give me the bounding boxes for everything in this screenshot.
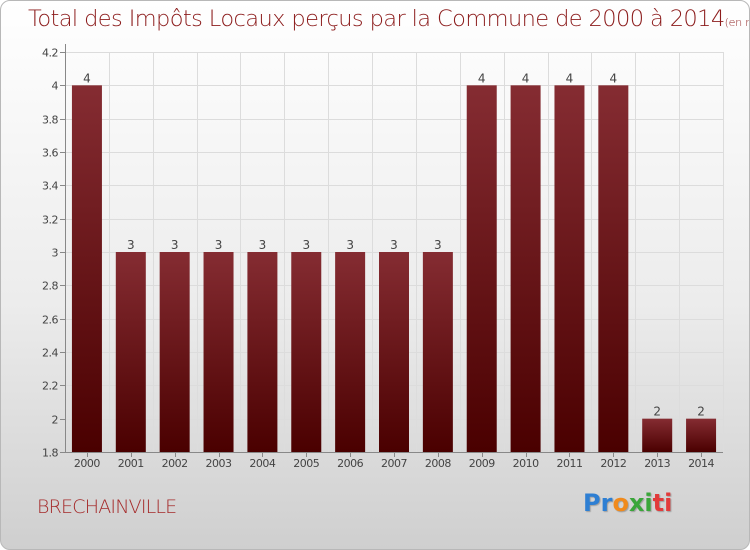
x-tick-label: 2009 bbox=[469, 457, 495, 470]
x-tick-label: 2008 bbox=[425, 457, 451, 470]
logo-letter: x bbox=[628, 489, 645, 517]
y-tick-label: 1.8 bbox=[42, 447, 58, 460]
chart-subtitle: (en milliers d'€) bbox=[724, 16, 749, 29]
y-tick-label: 2.6 bbox=[42, 314, 58, 327]
bar bbox=[686, 418, 717, 452]
y-tick-label: 2.2 bbox=[42, 380, 58, 393]
data-label: 4 bbox=[610, 71, 618, 85]
bar bbox=[466, 85, 497, 452]
commune-name: BRECHAINVILLE bbox=[37, 496, 177, 518]
y-tick-label: 3.2 bbox=[42, 214, 58, 227]
y-tick-label: 2.4 bbox=[42, 347, 58, 360]
bars bbox=[71, 85, 717, 452]
data-label: 3 bbox=[171, 238, 179, 252]
y-tick-label: 4.2 bbox=[42, 47, 58, 60]
data-label: 3 bbox=[302, 238, 310, 252]
proxiti-logo[interactable]: Proxiti bbox=[583, 489, 672, 517]
data-label: 3 bbox=[346, 238, 354, 252]
x-tick-label: 2007 bbox=[381, 457, 407, 470]
bar bbox=[115, 252, 146, 452]
logo-letter: t bbox=[652, 489, 665, 517]
axes bbox=[60, 44, 723, 457]
logo-letter: i bbox=[644, 489, 653, 517]
y-tick-label: 3.4 bbox=[42, 180, 58, 193]
x-tick-label: 2006 bbox=[337, 457, 363, 470]
data-label: 3 bbox=[215, 238, 223, 252]
bar bbox=[554, 85, 585, 452]
data-label: 2 bbox=[697, 405, 705, 419]
bar bbox=[379, 252, 409, 452]
x-tick-label: 2002 bbox=[162, 457, 188, 470]
bar bbox=[642, 418, 673, 452]
logo-letter: P bbox=[583, 489, 601, 517]
x-tick-label: 2003 bbox=[206, 457, 232, 470]
y-tick-label: 2.8 bbox=[42, 280, 58, 293]
data-label: 4 bbox=[83, 71, 91, 85]
y-tick-label: 4 bbox=[52, 80, 59, 93]
data-label: 3 bbox=[127, 238, 135, 252]
bar bbox=[159, 252, 190, 452]
data-label: 4 bbox=[566, 71, 574, 85]
y-tick-label: 3 bbox=[52, 247, 59, 260]
title-text: Total des Impôts Locaux perçus par la Co… bbox=[28, 6, 725, 32]
logo-letter: o bbox=[612, 489, 629, 517]
data-label: 3 bbox=[390, 238, 398, 252]
data-label: 4 bbox=[522, 71, 530, 85]
logo-letter: i bbox=[664, 489, 673, 517]
chart-title: Total des Impôts Locaux perçus par la Co… bbox=[28, 6, 749, 32]
x-tick-label: 2011 bbox=[556, 457, 582, 470]
bar bbox=[598, 85, 629, 452]
labels: 1.8 2 2.2 2.4 2.6 2.8 3 3.2 3.4 3.6 3.8 4 4.2 4 2000 3 2… bbox=[42, 47, 715, 471]
bar bbox=[71, 85, 102, 452]
bar bbox=[510, 85, 541, 452]
data-label: 4 bbox=[478, 71, 486, 85]
x-tick-label: 2012 bbox=[600, 457, 626, 470]
bar bbox=[291, 252, 322, 452]
data-label: 3 bbox=[434, 238, 442, 252]
x-tick-label: 2010 bbox=[513, 457, 539, 470]
x-tick-label: 2005 bbox=[293, 457, 319, 470]
y-tick-label: 3.8 bbox=[42, 114, 58, 127]
bar bbox=[247, 252, 278, 452]
x-tick-label: 2001 bbox=[118, 457, 144, 470]
x-tick-label: 2000 bbox=[74, 457, 100, 470]
y-tick-label: 2 bbox=[52, 414, 59, 427]
x-tick-label: 2013 bbox=[644, 457, 670, 470]
bar bbox=[335, 252, 366, 452]
x-tick-label: 2014 bbox=[688, 457, 714, 470]
y-tick-label: 3.6 bbox=[42, 147, 58, 160]
logo-letter: r bbox=[600, 489, 613, 517]
bar bbox=[422, 252, 453, 452]
x-tick-label: 2004 bbox=[249, 457, 275, 470]
bar bbox=[203, 252, 234, 452]
data-label: 3 bbox=[259, 238, 267, 252]
data-label: 2 bbox=[653, 405, 661, 419]
